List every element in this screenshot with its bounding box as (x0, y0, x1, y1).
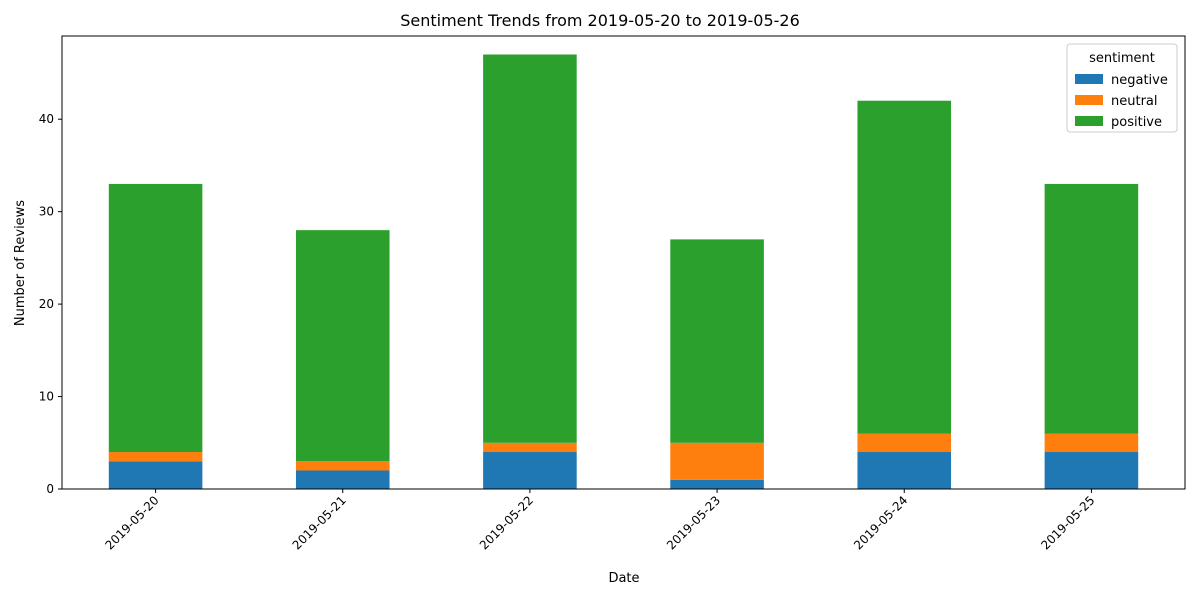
x-tick-label: 2019-05-22 (477, 493, 536, 552)
legend-label-positive: positive (1111, 115, 1162, 130)
bar-negative-2019-05-20 (108, 461, 203, 489)
bar-negative-2019-05-23 (670, 479, 764, 489)
plot-area: 0 10 20 30 40 2019-05-20 2019-05-21 2019-05-22 2… (39, 35, 1186, 552)
legend-title: sentiment (1089, 51, 1155, 66)
bar-negative-2019-05-21 (295, 470, 390, 489)
y-tick-label: 0 (46, 482, 54, 496)
bar-positive-2019-05-20 (108, 183, 203, 453)
legend-box (1066, 43, 1178, 133)
bar-positive-2019-05-24 (857, 100, 952, 434)
bar-positive-2019-05-22 (483, 54, 577, 443)
bar-neutral-2019-05-21 (295, 461, 390, 471)
bar-negative-2019-05-24 (857, 452, 952, 489)
plot-frame (61, 35, 1186, 490)
y-tick-label: 10 (39, 390, 54, 404)
y-tick-label: 40 (39, 112, 54, 126)
legend-swatch-negative (1075, 74, 1103, 84)
y-tick-label: 20 (39, 297, 54, 311)
bar-positive-2019-05-23 (670, 239, 764, 443)
y-axis-label: Number of Reviews (13, 200, 28, 326)
legend-label-neutral: neutral (1111, 94, 1158, 109)
bar-neutral-2019-05-24 (857, 433, 952, 453)
bar-negative-2019-05-22 (483, 452, 577, 489)
bar-negative-2019-05-25 (1044, 452, 1139, 489)
legend-swatch-positive (1075, 116, 1103, 126)
chart-title: Sentiment Trends from 2019-05-20 to 2019… (400, 11, 800, 30)
x-tick-label: 2019-05-25 (1038, 493, 1097, 552)
x-axis-label: Date (608, 571, 639, 586)
bar-neutral-2019-05-22 (483, 442, 577, 453)
legend-swatch-neutral (1075, 95, 1103, 105)
legend: sentiment negative neutral positive (1066, 43, 1178, 133)
legend-label-negative: negative (1111, 73, 1168, 88)
x-tick-label: 2019-05-23 (664, 493, 723, 552)
x-tick-label: 2019-05-20 (102, 493, 161, 552)
x-tick-label: 2019-05-24 (851, 493, 910, 552)
bar-neutral-2019-05-23 (670, 442, 764, 480)
y-tick-label: 30 (39, 205, 54, 219)
bar-positive-2019-05-25 (1044, 183, 1139, 434)
bar-positive-2019-05-21 (295, 230, 390, 462)
x-tick-label: 2019-05-21 (290, 493, 349, 552)
bar-neutral-2019-05-25 (1044, 433, 1139, 453)
bar-neutral-2019-05-20 (108, 452, 203, 462)
